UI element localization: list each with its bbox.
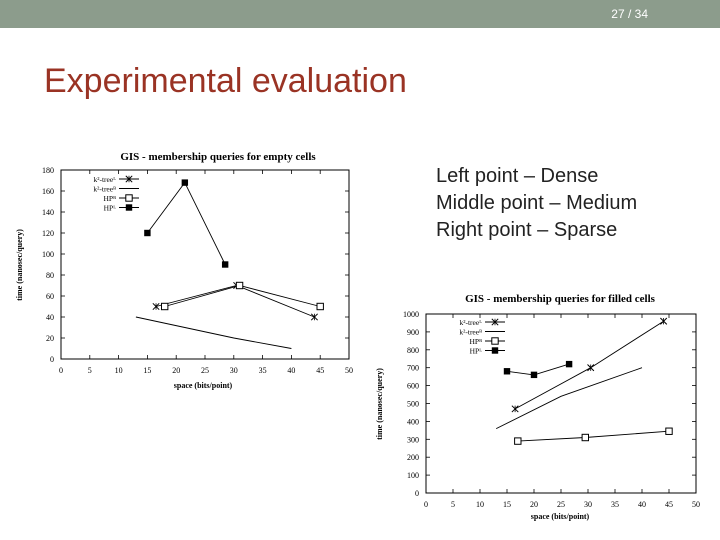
chart1-legend-label-4: HPᴸ — [104, 204, 117, 213]
chart1-x-tick-label: 0 — [59, 366, 63, 375]
chart1-y-tick-label: 40 — [46, 313, 54, 322]
chart1-x-tick-label: 40 — [287, 366, 295, 375]
chart2-x-tick-label: 10 — [476, 500, 484, 509]
chart1-y-tick-label: 120 — [42, 229, 54, 238]
note-left-point: Left point – Dense — [436, 165, 599, 187]
density-notes: Left point – Dense Middle point – Medium… — [436, 163, 637, 244]
chart1-series-3-point — [235, 281, 244, 290]
chart2-series-3-line — [517, 430, 670, 442]
chart2-x-tick-label: 45 — [665, 500, 673, 509]
chart2-series-2 — [495, 367, 643, 430]
chart2-x-tick-label: 40 — [638, 500, 646, 509]
chart1-x-tick-label: 50 — [345, 366, 353, 375]
chart1-title: GIS - membership queries for empty cells — [120, 151, 316, 163]
chart1-y-tick-label: 100 — [42, 250, 54, 259]
chart1-x-tick-label: 20 — [172, 366, 180, 375]
chart1-x-tick-label: 15 — [143, 366, 151, 375]
chart2-series-3-point — [581, 433, 589, 442]
chart2-y-tick-label: 100 — [407, 471, 419, 480]
chart1-series-3-point — [316, 302, 324, 311]
chart1-series-4-point — [181, 179, 189, 186]
chart1-series-3 — [160, 281, 324, 311]
chart2-y-tick-label: 900 — [407, 328, 419, 337]
chart2-legend-label-1: k²-treeᴸ — [459, 318, 482, 327]
chart1-x-tick-label: 25 — [201, 366, 209, 375]
chart2-series-1 — [511, 317, 668, 413]
chart1-y-tick-label: 60 — [46, 292, 54, 301]
chart2-series-3-point — [514, 437, 522, 445]
chart2-legend-label-4: HPᴸ — [470, 347, 483, 356]
chart1-legend-marker-4 — [125, 204, 133, 211]
chart2-y-tick-label: 200 — [407, 453, 419, 462]
chart2-y-label: time (nanosec/query) — [375, 368, 384, 440]
chart1-legend-marker-3 — [125, 194, 133, 202]
chart2-x-tick-label: 15 — [503, 500, 511, 509]
slide-title: Experimental evaluation — [44, 62, 407, 100]
chart1-x-tick-label: 35 — [259, 366, 267, 375]
chart2-x-tick-label: 50 — [692, 500, 700, 509]
chart2-y-tick-label: 300 — [407, 435, 419, 444]
chart1-y-tick-label: 80 — [46, 271, 54, 280]
chart2-legend-label-2: k²-treeᴮ — [459, 328, 482, 337]
note-right-point: Right point – Sparse — [436, 219, 618, 241]
chart2-series-4-line — [506, 363, 570, 376]
chart1-series-2 — [135, 316, 292, 349]
chart1-legend-label-2: k²-treeᴮ — [93, 185, 116, 194]
chart1-legend-label-1: k²-treeᴸ — [93, 175, 116, 184]
chart2-x-tick-label: 35 — [611, 500, 619, 509]
chart2-x-tick-label: 5 — [451, 500, 455, 509]
chart1-series-4 — [144, 179, 229, 268]
chart1-y-tick-label: 160 — [42, 187, 54, 196]
chart1-y-tick-label: 0 — [50, 355, 54, 364]
chart2-series-3-point — [665, 427, 673, 435]
chart2-legend-marker-3 — [491, 337, 499, 345]
page-indicator: 27 / 34 — [611, 7, 648, 21]
chart2-x-label: space (bits/point) — [531, 512, 590, 521]
chart1-legend-label-3: HPᴮ — [104, 194, 117, 203]
chart1-series-4-point — [221, 261, 229, 268]
chart2-y-tick-label: 400 — [407, 417, 419, 426]
chart2-series-4-point — [530, 371, 538, 379]
chart1-series-3-point — [160, 302, 169, 311]
slide-header-bar: 27 / 34 — [0, 0, 720, 28]
chart2-legend-marker-4 — [491, 347, 499, 354]
chart1-x-label: space (bits/point) — [174, 381, 233, 390]
chart2-series-3 — [514, 427, 673, 445]
chart2-series-2-line — [495, 367, 643, 430]
chart2-x-tick-label: 25 — [557, 500, 565, 509]
chart1-x-tick-label: 45 — [316, 366, 324, 375]
chart2-x-tick-label: 0 — [424, 500, 428, 509]
chart2-y-tick-label: 500 — [407, 400, 419, 409]
chart2-y-tick-label: 600 — [407, 382, 419, 391]
chart2-plot-frame — [425, 313, 697, 494]
chart1-series-4-point — [144, 229, 151, 237]
chart2-legend-label-3: HPᴮ — [470, 337, 483, 346]
chart2-y-tick-label: 1000 — [403, 310, 419, 319]
chart1-y-tick-label: 180 — [42, 166, 54, 175]
chart2-series-4 — [503, 360, 573, 379]
chart1-y-tick-label: 140 — [42, 208, 54, 217]
chart1-x-tick-label: 30 — [230, 366, 238, 375]
chart1-series-2-line — [135, 316, 292, 349]
chart1-x-tick-label: 10 — [115, 366, 123, 375]
chart2-title: GIS - membership queries for filled cell… — [465, 293, 656, 305]
chart2-series-4-point — [503, 368, 511, 375]
chart1-x-tick-label: 5 — [88, 366, 92, 375]
chart2-x-tick-label: 30 — [584, 500, 592, 509]
chart2-series-4-point — [565, 360, 573, 368]
chart2-y-tick-label: 0 — [415, 489, 419, 498]
chart1-y-tick-label: 20 — [46, 334, 54, 343]
chart2-y-tick-label: 700 — [407, 364, 419, 373]
chart2-y-tick-label: 800 — [407, 346, 419, 355]
chart1-y-label: time (nanosec/query) — [15, 229, 24, 301]
note-middle-point: Middle point – Medium — [436, 192, 638, 214]
chart2-x-tick-label: 20 — [530, 500, 538, 509]
chart2-series-1-line — [514, 320, 664, 410]
